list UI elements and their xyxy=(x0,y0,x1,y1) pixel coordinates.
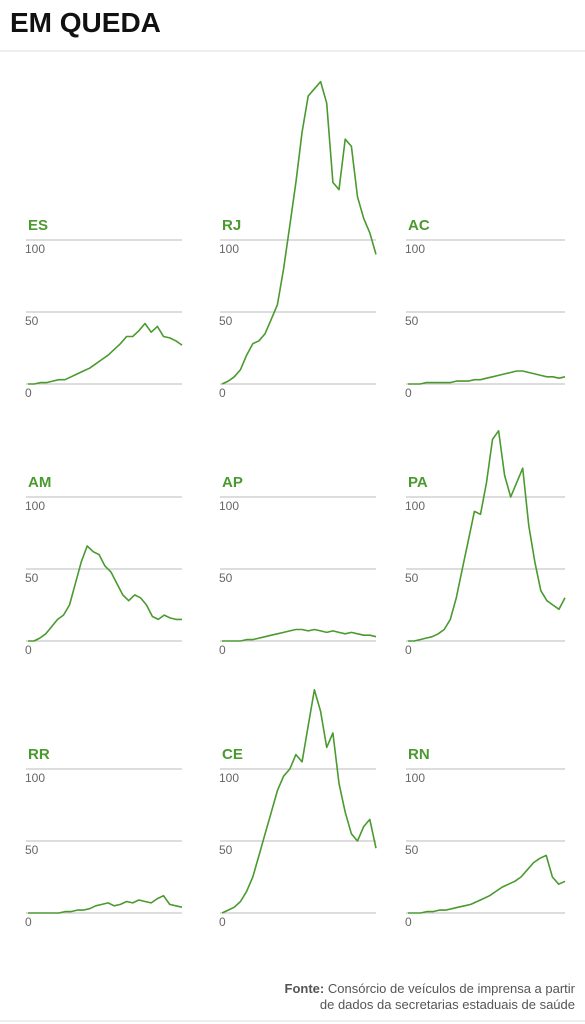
y-tick-label: 100 xyxy=(219,242,239,256)
panel-title: RN xyxy=(408,746,430,763)
panel-title: RR xyxy=(28,746,50,763)
y-tick-label: 100 xyxy=(405,242,425,256)
y-tick-label: 50 xyxy=(405,843,419,857)
y-tick-label: 100 xyxy=(405,499,425,513)
panel-title: CE xyxy=(222,746,243,763)
data-line xyxy=(408,429,566,642)
data-line xyxy=(408,854,566,914)
panel-title: AP xyxy=(222,474,243,491)
y-tick-label: 0 xyxy=(405,386,412,400)
y-tick-label: 0 xyxy=(219,386,226,400)
source-line: Fonte: Consórcio de veículos de imprensa… xyxy=(285,981,576,996)
y-tick-label: 50 xyxy=(219,571,233,585)
y-tick-label: 0 xyxy=(25,643,32,657)
y-tick-label: 100 xyxy=(25,242,45,256)
data-line xyxy=(28,322,183,385)
data-line xyxy=(221,688,377,914)
y-tick-label: 100 xyxy=(25,771,45,785)
panel-title: PA xyxy=(408,474,428,491)
source-text: de dados da secretarias estaduais de saú… xyxy=(320,997,575,1012)
y-tick-label: 50 xyxy=(25,571,39,585)
y-tick-label: 0 xyxy=(25,386,32,400)
panel-title: ES xyxy=(28,217,48,234)
y-tick-label: 100 xyxy=(219,499,239,513)
source-label: Fonte: xyxy=(285,981,325,996)
y-tick-label: 50 xyxy=(405,571,419,585)
panel-title: AM xyxy=(28,474,51,491)
y-tick-label: 100 xyxy=(25,499,45,513)
y-tick-label: 50 xyxy=(25,314,39,328)
y-tick-label: 100 xyxy=(405,771,425,785)
y-tick-label: 0 xyxy=(219,643,226,657)
data-line xyxy=(28,545,182,642)
y-tick-label: 0 xyxy=(405,915,412,929)
source-text: Consórcio de veículos de imprensa a part… xyxy=(328,981,576,996)
y-tick-label: 50 xyxy=(219,843,233,857)
y-tick-label: 100 xyxy=(219,771,239,785)
data-line xyxy=(221,80,377,385)
y-tick-label: 0 xyxy=(219,915,226,929)
y-tick-label: 50 xyxy=(405,314,419,328)
panel-title: RJ xyxy=(222,217,241,234)
y-tick-label: 50 xyxy=(25,843,39,857)
data-line xyxy=(222,628,377,642)
page-title: EM QUEDA xyxy=(10,7,161,38)
data-line xyxy=(28,894,183,914)
panel-title: AC xyxy=(408,217,430,234)
data-line xyxy=(408,370,566,385)
y-tick-label: 0 xyxy=(25,915,32,929)
y-tick-label: 50 xyxy=(219,314,233,328)
y-tick-label: 0 xyxy=(405,643,412,657)
